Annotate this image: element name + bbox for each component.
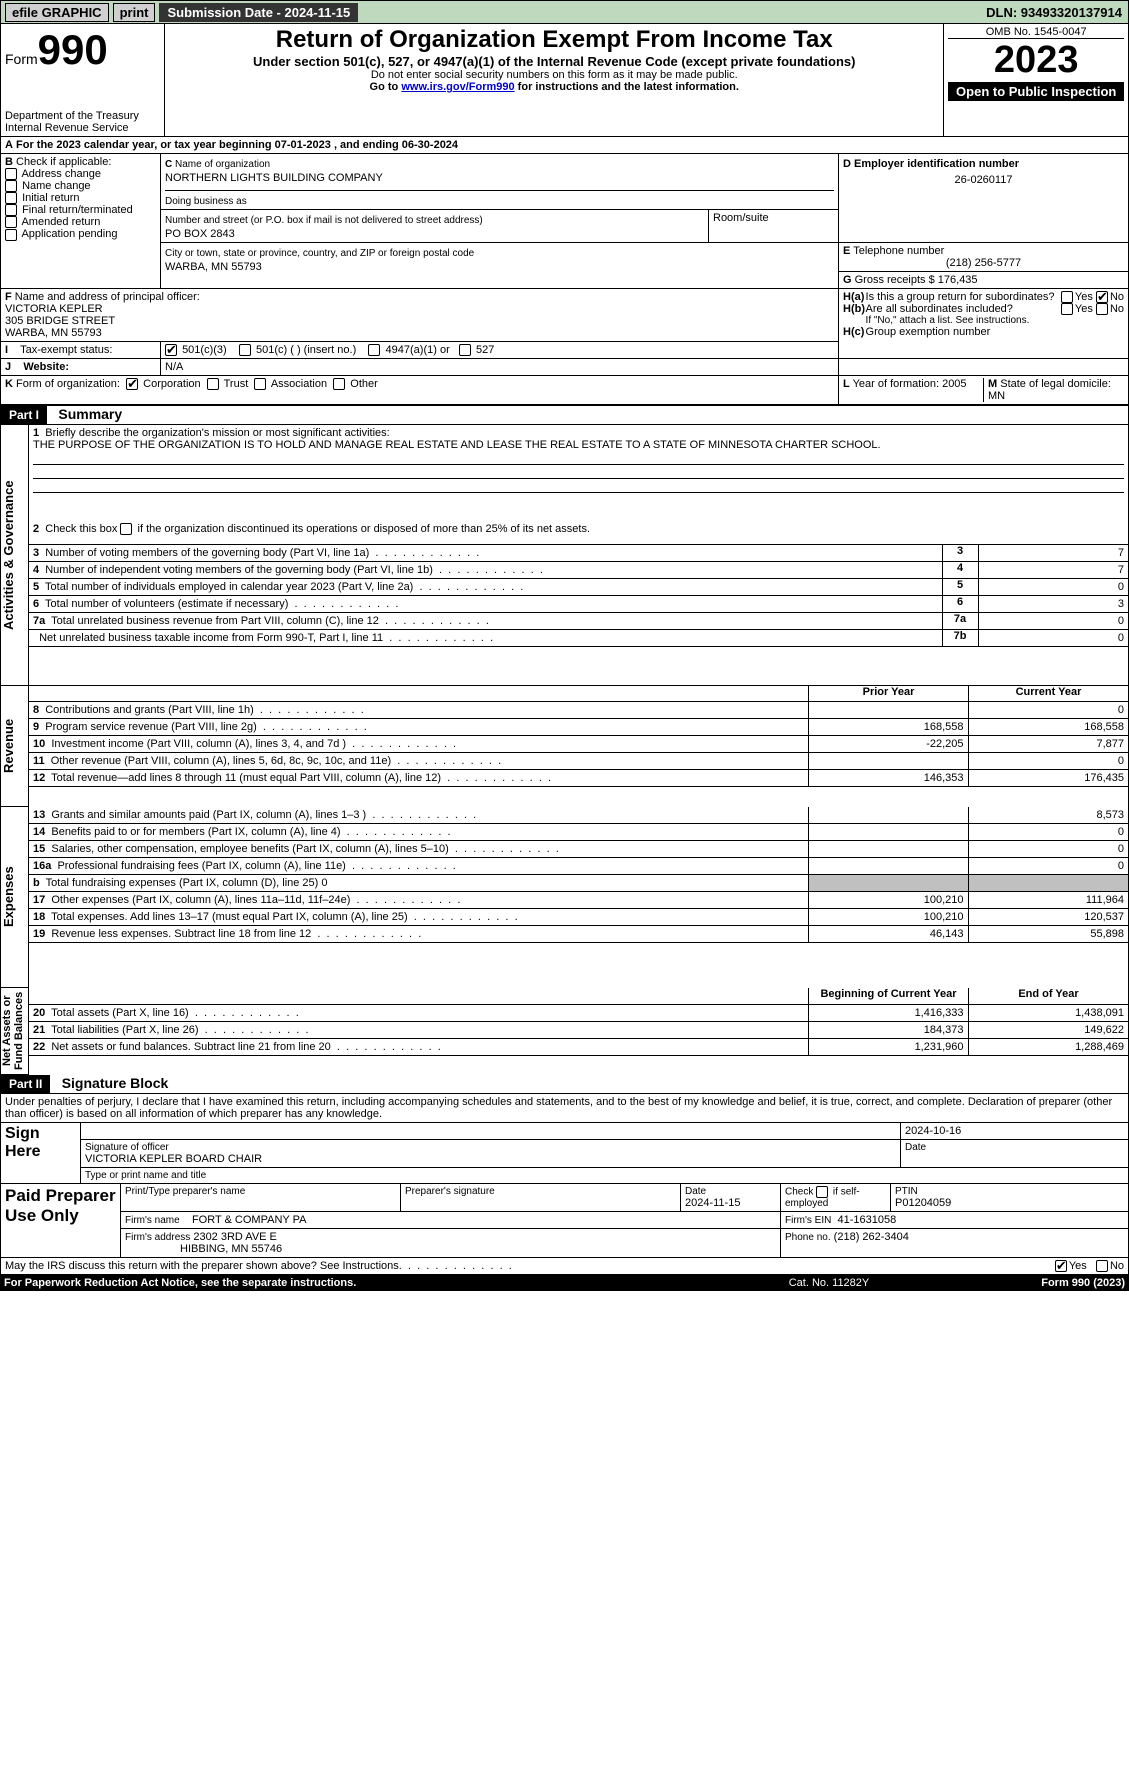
line-2: 2 Check this box if the organization dis…: [29, 521, 1129, 544]
footer-paperwork: For Paperwork Reduction Act Notice, see …: [0, 1275, 729, 1291]
dln: DLN: 93493320137914: [986, 5, 1122, 20]
summary-row: b Total fundraising expenses (Part IX, c…: [29, 874, 1128, 891]
side-label-ag: Activities & Governance: [1, 425, 16, 685]
summary-row: 19 Revenue less expenses. Subtract line …: [29, 925, 1128, 942]
section-j: J Website:: [1, 359, 161, 376]
section-lm: L Year of formation: 2005 M State of leg…: [839, 376, 1129, 405]
section-e: E Telephone number (218) 256-5777: [839, 243, 1129, 272]
summary-row: 7a Total unrelated business revenue from…: [29, 612, 1128, 629]
col-current: Current Year: [969, 686, 1129, 702]
part2-heading: Signature Block: [54, 1075, 169, 1091]
open-public: Open to Public Inspection: [948, 82, 1124, 101]
part1-label: Part I: [1, 406, 47, 424]
irs-link[interactable]: www.irs.gov/Form990: [401, 81, 514, 93]
summary-row: 6 Total number of volunteers (estimate i…: [29, 595, 1128, 612]
dept-treasury: Department of the Treasury: [5, 110, 160, 122]
section-d: D Employer identification number 26-0260…: [839, 154, 1129, 243]
firm-ein: 41-1631058: [837, 1214, 896, 1226]
summary-row: Net unrelated business taxable income fr…: [29, 629, 1128, 646]
summary-row: 21 Total liabilities (Part X, line 26) .…: [29, 1022, 1128, 1039]
paid-preparer-label: Paid Preparer Use Only: [1, 1184, 121, 1258]
section-c: C Name of organization NORTHERN LIGHTS B…: [161, 154, 839, 210]
col-prior: Prior Year: [809, 686, 969, 702]
firm-addr1: 2302 3RD AVE E: [193, 1231, 277, 1243]
ptin: P01204059: [895, 1197, 951, 1209]
summary-row: 11 Other revenue (Part VIII, column (A),…: [29, 753, 1128, 770]
form-subtitle-1: Under section 501(c), 527, or 4947(a)(1)…: [169, 54, 939, 69]
line-1: 1 Briefly describe the organization's mi…: [29, 425, 1129, 521]
street-address: Number and street (or P.O. box if mail i…: [161, 210, 709, 243]
section-h: H(a)Is this a group return for subordina…: [839, 289, 1129, 359]
officer-name: VICTORIA KEPLER BOARD CHAIR: [85, 1153, 262, 1165]
summary-row: 8 Contributions and grants (Part VIII, l…: [29, 702, 1128, 719]
summary-row: 22 Net assets or fund balances. Subtract…: [29, 1039, 1128, 1056]
efile-button[interactable]: efile GRAPHIC: [5, 3, 109, 22]
side-label-exp: Expenses: [1, 807, 16, 987]
summary-row: 15 Salaries, other compensation, employe…: [29, 840, 1128, 857]
summary-row: 20 Total assets (Part X, line 16) . . . …: [29, 1005, 1128, 1022]
summary-row: 4 Number of independent voting members o…: [29, 561, 1128, 578]
section-k: K Form of organization: Corporation Trus…: [1, 376, 839, 405]
summary-row: 14 Benefits paid to or for members (Part…: [29, 823, 1128, 840]
form-number: Form990: [5, 26, 160, 74]
section-g: G Gross receipts $ 176,435: [839, 272, 1129, 289]
part2-label: Part II: [1, 1075, 50, 1093]
summary-row: 5 Total number of individuals employed i…: [29, 578, 1128, 595]
dept-irs: Internal Revenue Service: [5, 122, 160, 134]
perjury-declaration: Under penalties of perjury, I declare th…: [0, 1094, 1129, 1122]
room-suite: Room/suite: [709, 210, 839, 243]
firm-addr2: HIBBING, MN 55746: [180, 1243, 282, 1255]
summary-row: 12 Total revenue—add lines 8 through 11 …: [29, 770, 1128, 787]
part1-heading: Summary: [50, 406, 122, 422]
summary-row: 13 Grants and similar amounts paid (Part…: [29, 807, 1128, 824]
firm-name: FORT & COMPANY PA: [192, 1214, 307, 1226]
col-eoy: End of Year: [969, 988, 1129, 1005]
top-toolbar: efile GRAPHIC print Submission Date - 20…: [0, 0, 1129, 24]
section-i: I Tax-exempt status:: [1, 342, 161, 359]
print-button[interactable]: print: [113, 3, 156, 22]
line-a: A For the 2023 calendar year, or tax yea…: [1, 137, 1129, 154]
firm-phone: (218) 262-3404: [834, 1231, 909, 1243]
tax-year: 2023: [948, 39, 1124, 82]
section-b: B Check if applicable: Address change Na…: [1, 154, 161, 289]
summary-row: 17 Other expenses (Part IX, column (A), …: [29, 891, 1128, 908]
summary-row: 10 Investment income (Part VIII, column …: [29, 736, 1128, 753]
form-subtitle-3: Go to www.irs.gov/Form990 for instructio…: [169, 81, 939, 93]
side-label-na: Net Assets or Fund Balances: [1, 988, 25, 1074]
footer-cat: Cat. No. 11282Y: [729, 1275, 929, 1291]
summary-row: 18 Total expenses. Add lines 13–17 (must…: [29, 908, 1128, 925]
col-boy: Beginning of Current Year: [809, 988, 969, 1005]
form-title: Return of Organization Exempt From Incom…: [169, 26, 939, 54]
submission-date: Submission Date - 2024-11-15: [159, 3, 358, 22]
discuss-question: May the IRS discuss this return with the…: [1, 1258, 969, 1275]
sig-date: 2024-10-16: [901, 1123, 1129, 1140]
sign-here-label: Sign Here: [1, 1123, 81, 1184]
summary-row: 16a Professional fundraising fees (Part …: [29, 857, 1128, 874]
footer-form: Form 990 (2023): [929, 1275, 1129, 1291]
form-subtitle-2: Do not enter social security numbers on …: [169, 69, 939, 81]
side-label-rev: Revenue: [1, 686, 16, 806]
section-f: F Name and address of principal officer:…: [1, 289, 839, 342]
city-state-zip: City or town, state or province, country…: [161, 243, 839, 289]
summary-row: 9 Program service revenue (Part VIII, li…: [29, 719, 1128, 736]
preparer-date: 2024-11-15: [685, 1197, 740, 1209]
summary-row: 3 Number of voting members of the govern…: [29, 545, 1128, 562]
omb-number: OMB No. 1545-0047: [948, 26, 1124, 39]
